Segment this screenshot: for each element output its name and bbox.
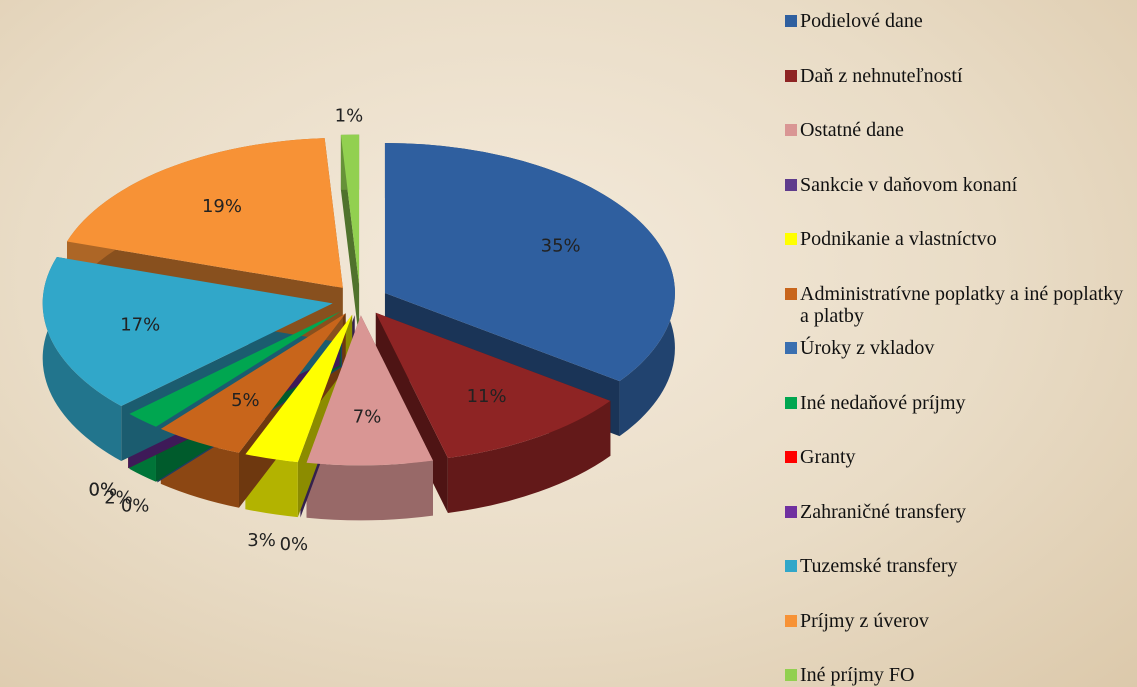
data-label: 0% — [121, 495, 150, 516]
slice — [67, 138, 343, 288]
legend-label: Podielové dane — [800, 10, 923, 32]
slice — [42, 257, 333, 407]
legend-swatch — [785, 233, 797, 245]
legend-item: Iné nedaňové príjmy — [785, 392, 1135, 414]
legend-item: Úroky z vkladov — [785, 337, 1135, 359]
legend-swatch — [785, 396, 797, 409]
legend-item: Podnikanie a vlastníctvo — [785, 228, 1135, 250]
legend-swatch — [785, 505, 797, 518]
legend-label: Podnikanie a vlastníctvo — [800, 228, 997, 250]
legend-item: Granty — [785, 446, 1135, 468]
data-label: 17% — [120, 315, 160, 336]
slice-tops — [42, 134, 675, 466]
legend-swatch — [785, 69, 797, 82]
data-label: 0% — [89, 480, 118, 501]
legend-label: Iné nedaňové príjmy — [800, 391, 966, 414]
slice — [160, 313, 346, 453]
data-label: 0% — [89, 480, 118, 501]
legend-swatch — [785, 614, 797, 627]
data-label: 0% — [280, 534, 309, 555]
legend-swatch — [785, 451, 797, 463]
slice-wall — [42, 257, 122, 462]
legend-swatch — [785, 669, 797, 681]
data-label: 19% — [202, 196, 242, 217]
data-label: 1% — [335, 106, 364, 127]
legend-label: Granty — [800, 446, 856, 468]
legend-item: Daň z nehnuteľností — [785, 65, 1135, 87]
legend-label: Iné príjmy FO — [800, 664, 915, 686]
legend-label: Daň z nehnuteľností — [800, 64, 963, 87]
legend-label: Príjmy z úverov — [800, 609, 929, 632]
legend-swatch — [785, 15, 797, 27]
data-label: 3% — [247, 530, 276, 551]
pie-area: 35%11%7%0%3%5%0%2%0%0%17%19%1% — [42, 106, 675, 555]
legend-label: Sankcie v daňovom konaní — [800, 173, 1018, 196]
legend-item: Iné príjmy FO — [785, 664, 1135, 686]
slice — [245, 314, 353, 463]
legend-item: Podielové dane — [785, 10, 1135, 32]
slice — [306, 315, 433, 466]
slice — [340, 134, 360, 285]
legend-swatch — [785, 124, 797, 136]
slice — [384, 143, 675, 382]
legend-label: Ostatné dane — [800, 119, 904, 141]
slice-wall — [306, 460, 433, 521]
legend-label: Úroky z vkladov — [800, 337, 935, 359]
slice — [129, 311, 341, 427]
legend-swatch — [785, 342, 797, 354]
legend-item: Ostatné dane — [785, 119, 1135, 141]
legend-item: Zahraničné transfery — [785, 501, 1135, 523]
legend-item: Administratívne poplatky a iné poplatky … — [785, 283, 1135, 327]
slice-wall — [447, 400, 611, 514]
legend-label: Zahraničné transfery — [800, 500, 967, 523]
legend-swatch — [785, 560, 797, 572]
legend-item: Príjmy z úverov — [785, 610, 1135, 632]
legend-item: Sankcie v daňovom konaní — [785, 174, 1135, 196]
data-label: 11% — [467, 386, 507, 407]
data-label: 5% — [231, 390, 260, 411]
legend-label: Tuzemské transfery — [800, 555, 958, 577]
data-label: 35% — [541, 236, 581, 257]
legend-swatch — [785, 178, 797, 191]
data-label: 2% — [104, 488, 133, 509]
legend-swatch — [785, 287, 797, 300]
legend-label: Administratívne poplatky a iné poplatky … — [800, 282, 1124, 327]
slice — [375, 312, 611, 459]
legend-item: Tuzemské transfery — [785, 555, 1135, 577]
data-label: 7% — [353, 406, 382, 427]
